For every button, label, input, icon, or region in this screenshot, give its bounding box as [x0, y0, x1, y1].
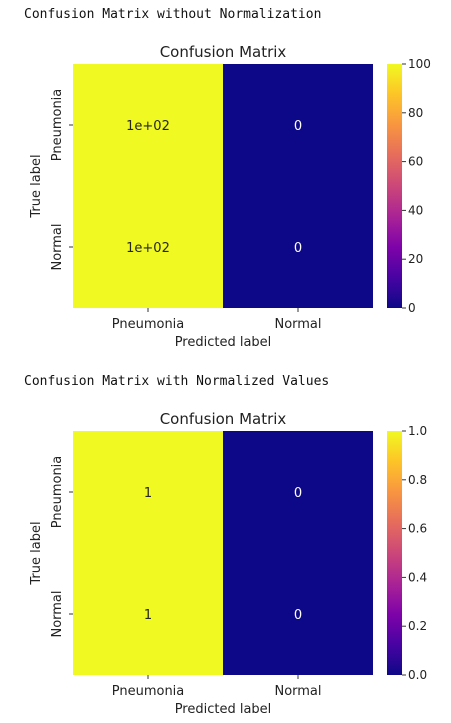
confusion-matrix-chart-raw: Confusion Matrix 1e+02 0 1e+02 0 Pneumonia Nor… — [29, 43, 431, 350]
y-axis-label: True label — [29, 521, 44, 585]
cell-annotation-r1-c1: 0 — [294, 608, 302, 623]
caption-normalized: Confusion Matrix with Normalized Values — [24, 374, 330, 389]
cell-annotation-r0-c1: 0 — [294, 119, 302, 134]
colorbar-tick-label-0: 0.0 — [408, 668, 427, 682]
colorbar-tick-label-4: 80 — [408, 106, 423, 120]
cell-annotation-r0-c0: 1 — [144, 486, 152, 501]
colorbar-tick-label-5: 1.0 — [408, 424, 427, 438]
y-tick-label-0: Pneumonia — [50, 89, 65, 162]
x-axis-label: Predicted label — [175, 335, 272, 350]
heatmap-cell-r1-c1 — [223, 186, 373, 308]
colorbar-tick-label-1: 0.2 — [408, 619, 427, 633]
heatmap-cell-r0-c1 — [223, 431, 373, 553]
confusion-matrix-chart-normalized: Confusion Matrix 1 0 1 0 Pneumonia Normal Pneum… — [29, 410, 427, 717]
heatmap-cell-r0-c0 — [73, 64, 223, 186]
cell-annotation-r0-c0: 1e+02 — [126, 119, 170, 134]
caption-without-normalization: Confusion Matrix without Normalization — [24, 7, 322, 22]
y-tick-label-1: Normal — [50, 590, 65, 637]
cell-annotation-r1-c0: 1e+02 — [126, 241, 170, 256]
y-axis-label: True label — [29, 154, 44, 218]
y-tick-label-0: Pneumonia — [50, 456, 65, 529]
cell-annotation-r1-c0: 1 — [144, 608, 152, 623]
colorbar — [387, 64, 402, 308]
x-axis-label: Predicted label — [175, 702, 272, 717]
x-tick-label-0: Pneumonia — [112, 317, 185, 332]
colorbar-tick-label-2: 0.4 — [408, 570, 427, 584]
x-tick-label-1: Normal — [274, 684, 321, 699]
y-tick-label-1: Normal — [50, 223, 65, 270]
colorbar-tick-label-2: 40 — [408, 203, 423, 217]
cell-annotation-r0-c1: 0 — [294, 486, 302, 501]
heatmap-cell-r0-c1 — [223, 64, 373, 186]
chart-title: Confusion Matrix — [160, 410, 287, 428]
colorbar-tick-label-0: 0 — [408, 301, 416, 315]
heatmap-cell-r1-c0 — [73, 186, 223, 308]
colorbar — [387, 431, 402, 675]
x-tick-label-1: Normal — [274, 317, 321, 332]
cell-annotation-r1-c1: 0 — [294, 241, 302, 256]
heatmap-cell-r1-c1 — [223, 553, 373, 675]
heatmap-cell-r0-c0 — [73, 431, 223, 553]
colorbar-tick-label-4: 0.8 — [408, 473, 427, 487]
chart-title: Confusion Matrix — [160, 43, 287, 61]
colorbar-tick-label-5: 100 — [408, 57, 431, 71]
colorbar-tick-label-3: 60 — [408, 155, 423, 169]
x-tick-label-0: Pneumonia — [112, 684, 185, 699]
colorbar-tick-label-1: 20 — [408, 252, 423, 266]
colorbar-tick-label-3: 0.6 — [408, 522, 427, 536]
heatmap-cell-r1-c0 — [73, 553, 223, 675]
